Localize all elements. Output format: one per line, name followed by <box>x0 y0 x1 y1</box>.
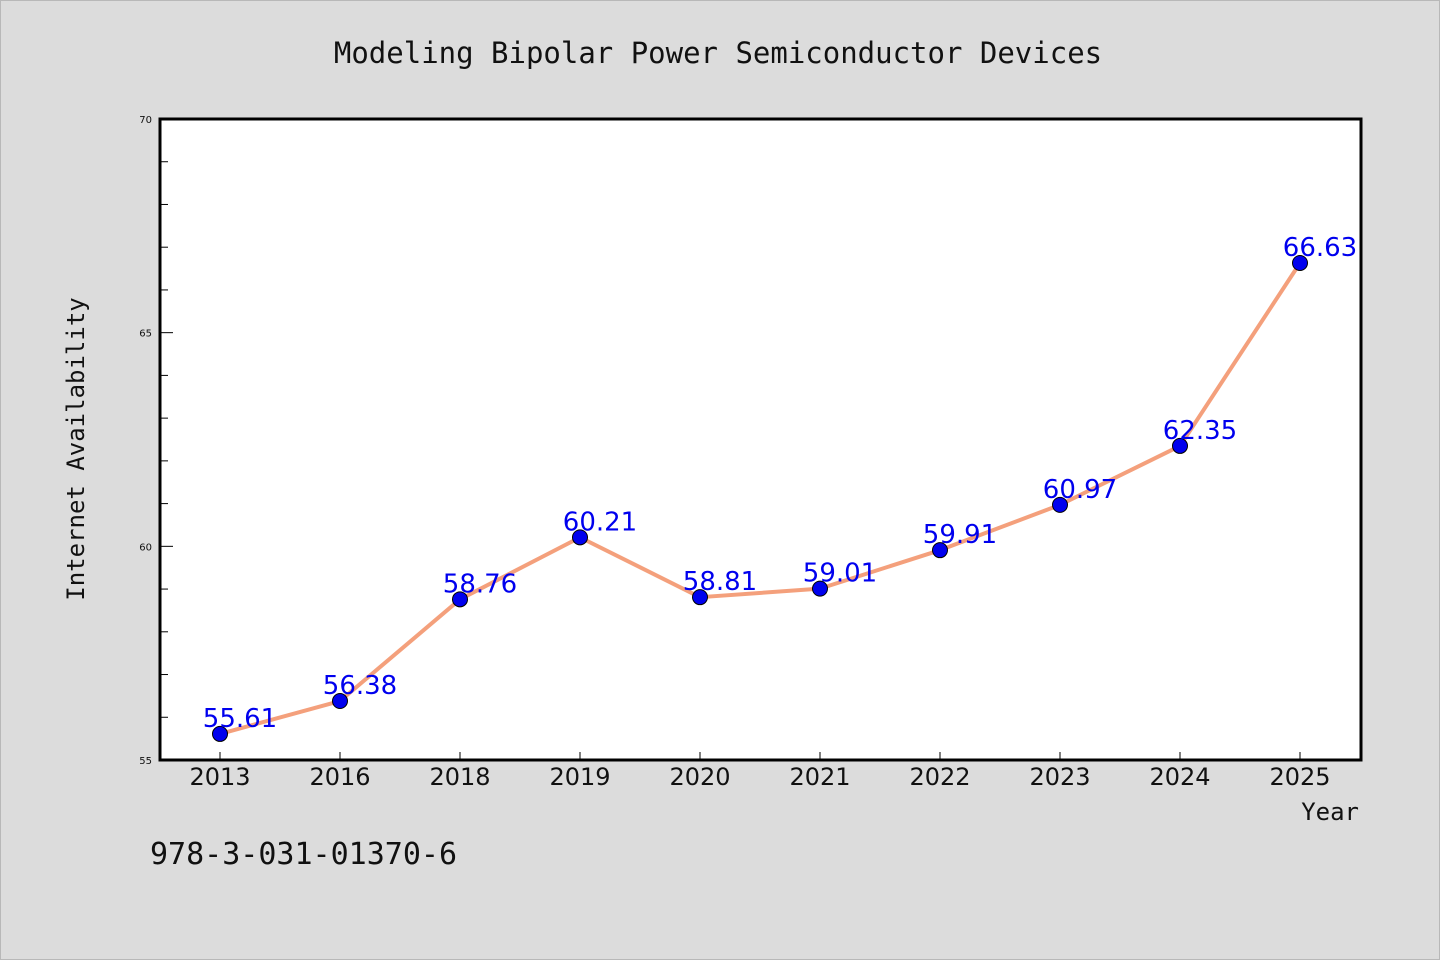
data-point <box>1172 437 1188 454</box>
y-axis: 55 60 65 70 <box>139 115 173 767</box>
data-point <box>692 589 708 606</box>
x-axis-title: Year <box>1301 798 1359 826</box>
data-label: 62.35 <box>1163 416 1237 446</box>
data-point <box>1292 255 1308 272</box>
y-tick-label: 60 <box>139 542 152 553</box>
series-layer: 55.61 56.38 58.76 60.21 58.81 59.01 59.91 60.97… <box>203 233 1357 742</box>
y-tick-label: 70 <box>139 115 152 126</box>
x-tick-label: 2024 <box>1149 763 1210 791</box>
data-point <box>452 591 468 608</box>
chart-title: Modeling Bipolar Power Semiconductor Dev… <box>334 36 1102 70</box>
x-tick-label: 2025 <box>1269 763 1330 791</box>
x-tick-label: 2016 <box>309 763 370 791</box>
plot-area <box>158 117 1363 762</box>
data-label: 59.01 <box>803 559 877 589</box>
data-label: 55.61 <box>203 704 277 734</box>
data-point <box>1052 496 1068 513</box>
x-tick-label: 2023 <box>1029 763 1090 791</box>
y-tick-label: 65 <box>139 329 152 340</box>
data-label: 58.81 <box>683 567 757 597</box>
data-label: 60.97 <box>1043 475 1117 505</box>
x-tick-label: 2018 <box>429 763 490 791</box>
series-line <box>219 261 1302 736</box>
data-point <box>932 542 948 559</box>
x-tick-label: 2022 <box>909 763 970 791</box>
data-point <box>332 693 348 710</box>
data-label: 66.63 <box>1283 233 1357 263</box>
data-point <box>212 725 228 742</box>
isbn-label: 978-3-031-01370-6 <box>150 837 457 872</box>
data-label: 60.21 <box>563 507 637 537</box>
x-axis: 2013 2016 2018 2019 2020 2021 2022 2023 2024 2025 <box>189 752 1331 791</box>
data-point <box>812 580 828 597</box>
x-tick-label: 2013 <box>189 763 250 791</box>
data-label: 56.38 <box>323 671 397 701</box>
data-label: 58.76 <box>443 569 517 599</box>
data-label: 59.91 <box>923 520 997 550</box>
y-tick-label: 55 <box>139 756 152 767</box>
x-tick-label: 2020 <box>669 763 730 791</box>
y-axis-title: Internet Availability <box>62 297 90 600</box>
x-tick-label: 2019 <box>549 763 610 791</box>
x-tick-label: 2021 <box>789 763 850 791</box>
data-point <box>572 529 588 546</box>
